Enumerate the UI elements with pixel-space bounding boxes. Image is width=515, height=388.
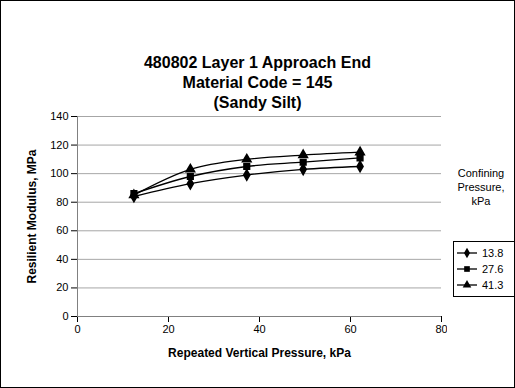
svg-text:Resilient Modulus, MPa: Resilient Modulus, MPa	[25, 149, 39, 283]
html-text:27.6: 27.6	[482, 263, 504, 275]
svg-text:20: 20	[162, 323, 174, 335]
svg-text:120: 120	[50, 139, 68, 151]
html-text:41.3: 41.3	[482, 279, 504, 291]
svg-text:100: 100	[50, 167, 68, 179]
svg-text:Repeated Vertical Pressure, kP: Repeated Vertical Pressure, kPa	[168, 346, 351, 360]
svg-text:40: 40	[56, 253, 68, 265]
html-text:480802 Layer 1 Approach End: 480802 Layer 1 Approach End	[144, 54, 371, 71]
html-text:Confining Pressure, kPa: Confining Pressure, kPa	[457, 167, 505, 207]
svg-text:20: 20	[56, 281, 68, 293]
svg-text:60: 60	[344, 323, 356, 335]
svg-text:80: 80	[56, 196, 68, 208]
html-text:(Sandy Silt): (Sandy Silt)	[213, 94, 302, 111]
svg-text:40: 40	[253, 323, 265, 335]
html-text:13.8: 13.8	[482, 247, 504, 259]
svg-text:0: 0	[74, 323, 80, 335]
svg-text:80: 80	[435, 323, 447, 335]
svg-text:140: 140	[50, 110, 68, 122]
svg-text:0: 0	[62, 310, 68, 322]
svg-text:60: 60	[56, 224, 68, 236]
html-text:Material Code = 145: Material Code = 145	[182, 74, 333, 91]
